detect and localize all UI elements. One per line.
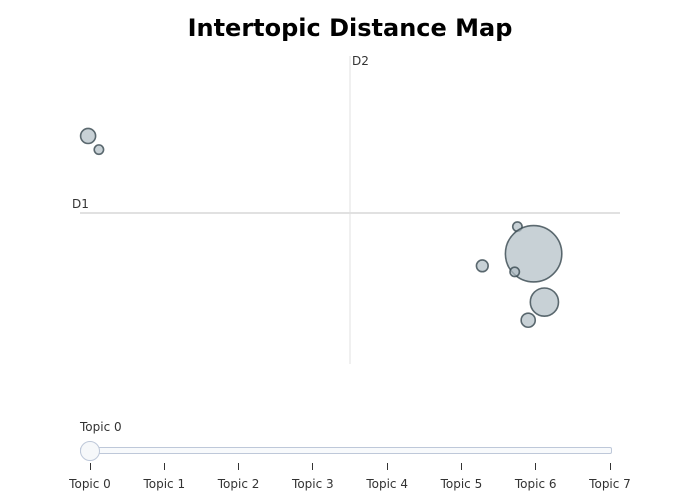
slider-step-label-3[interactable]: Topic 3: [292, 477, 334, 491]
topic-bubble-4[interactable]: [475, 259, 489, 273]
topic-bubble-0[interactable]: [79, 127, 97, 145]
slider-tick-5: [460, 463, 462, 470]
slider-tick-1: [163, 463, 165, 470]
slider-step-label-0[interactable]: Topic 0: [69, 477, 111, 491]
slider-step-label-6[interactable]: Topic 6: [514, 477, 557, 491]
slider-tick-2: [238, 463, 240, 470]
topic-bubble-6[interactable]: [529, 287, 560, 317]
slider-tick-4: [386, 463, 388, 470]
slider-current-value: Topic 0: [80, 420, 122, 434]
slider-handle[interactable]: [80, 441, 100, 461]
slider-step-label-2[interactable]: Topic 2: [217, 477, 260, 491]
slider-rail[interactable]: [80, 447, 612, 454]
topic-bubble-3[interactable]: [504, 224, 563, 283]
slider-step-label-5[interactable]: Topic 5: [440, 477, 483, 491]
slider-step-label-7[interactable]: Topic 7: [589, 477, 631, 491]
slider-step-label-1[interactable]: Topic 1: [143, 477, 186, 491]
topic-bubble-5[interactable]: [509, 266, 521, 278]
bubble-layer: [79, 127, 563, 329]
x-axis-label: D1: [72, 197, 89, 211]
topic-bubble-1[interactable]: [93, 144, 105, 156]
slider-tick-6: [535, 463, 537, 470]
slider-step-label-4[interactable]: Topic 4: [366, 477, 408, 491]
slider-tick-0: [89, 463, 91, 470]
slider-tick-7: [609, 463, 611, 470]
chart-title: Intertopic Distance Map: [187, 14, 513, 42]
slider-tick-3: [312, 463, 314, 470]
y-axis-label: D2: [352, 54, 369, 68]
topic-bubble-7[interactable]: [520, 312, 537, 329]
